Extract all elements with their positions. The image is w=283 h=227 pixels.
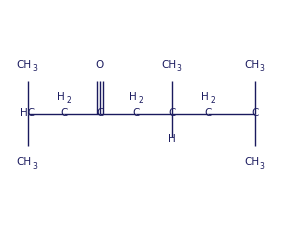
Text: 3: 3 xyxy=(260,64,265,73)
Text: C: C xyxy=(60,109,68,118)
Text: CH: CH xyxy=(161,60,176,70)
Text: C: C xyxy=(96,109,104,118)
Text: CH: CH xyxy=(17,60,32,70)
Text: C: C xyxy=(132,109,140,118)
Text: C: C xyxy=(204,109,212,118)
Text: CH: CH xyxy=(17,157,32,167)
Text: H: H xyxy=(201,92,209,102)
Text: O: O xyxy=(96,60,104,70)
Text: 2: 2 xyxy=(67,96,71,105)
Text: 2: 2 xyxy=(139,96,143,105)
Text: 3: 3 xyxy=(32,64,37,73)
Text: H: H xyxy=(57,92,64,102)
Text: C: C xyxy=(168,109,176,118)
Text: 2: 2 xyxy=(211,96,215,105)
Text: CH: CH xyxy=(244,60,260,70)
Text: H: H xyxy=(129,92,136,102)
Text: CH: CH xyxy=(244,157,260,167)
Text: 3: 3 xyxy=(177,64,181,73)
Text: C: C xyxy=(252,109,259,118)
Text: 3: 3 xyxy=(260,162,265,171)
Text: HC: HC xyxy=(20,109,35,118)
Text: H: H xyxy=(168,134,176,144)
Text: 3: 3 xyxy=(32,162,37,171)
